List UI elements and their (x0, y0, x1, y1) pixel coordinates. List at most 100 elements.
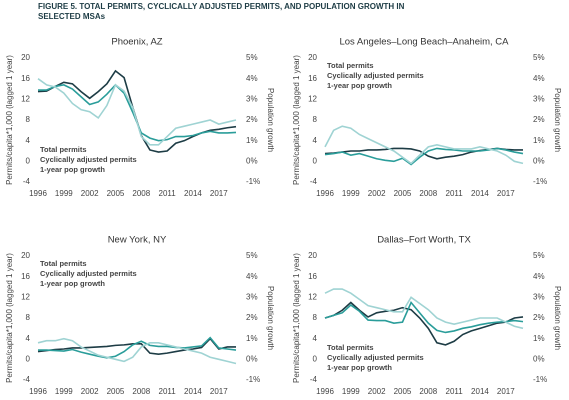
legend-entry: 1-year pop growth (327, 363, 392, 372)
y2-tick-label: -1% (246, 177, 260, 186)
y-tick-label: 12 (308, 292, 317, 301)
y2-tick-label: 1% (533, 334, 545, 343)
panel-title: Los Angeles–Long Beach–Anaheim, CA (339, 37, 509, 48)
y2-tick-label: 5% (533, 53, 545, 62)
x-tick-label: 2002 (81, 189, 99, 198)
y2-tick-label: 3% (533, 292, 545, 301)
y-tick-label: 0 (313, 156, 318, 165)
y-axis-label: Permits/capita*1,000 (lagged 1 year) (5, 55, 14, 185)
y2-tick-label: 4% (533, 272, 545, 281)
legend-entry: 1-year pop growth (327, 81, 392, 90)
x-tick-label: 2014 (184, 387, 202, 396)
x-tick-label: 2014 (471, 387, 489, 396)
series-line (324, 301, 524, 346)
y-tick-label: 16 (21, 74, 30, 83)
y2-tick-label: 2% (533, 115, 545, 124)
panel-title: Dallas–Fort Worth, TX (377, 235, 471, 246)
y2-tick-label: 4% (533, 74, 545, 83)
y2-tick-label: 1% (533, 136, 545, 145)
series-line (38, 83, 237, 142)
x-tick-label: 1996 (316, 189, 334, 198)
x-tick-label: 2014 (471, 189, 489, 198)
series-line (38, 336, 237, 359)
legend-entry: Total permits (327, 343, 374, 352)
y2-tick-label: -1% (533, 177, 547, 186)
legend-entry: Total permits (40, 259, 87, 268)
y-tick-label: -4 (23, 177, 31, 186)
x-tick-label: 2011 (446, 387, 464, 396)
y2-axis-label: Population growth (553, 88, 562, 152)
x-tick-label: 2017 (497, 387, 515, 396)
y-tick-label: 12 (21, 292, 30, 301)
y2-tick-label: 0% (246, 156, 258, 165)
figure-title: SELECTED MSAs (38, 12, 106, 21)
y-tick-label: 0 (313, 354, 318, 363)
x-tick-label: 1996 (29, 387, 47, 396)
y2-tick-label: 3% (533, 94, 545, 103)
legend-entry: Total permits (40, 145, 87, 154)
y2-tick-label: 3% (246, 94, 258, 103)
y-tick-label: 20 (308, 251, 317, 260)
y-tick-label: 16 (308, 74, 317, 83)
y-axis-label: Permits/capita*1,000 (lagged 1 year) (292, 253, 301, 383)
y-tick-label: 8 (26, 313, 31, 322)
x-tick-label: 2017 (497, 189, 515, 198)
x-tick-label: 2017 (210, 189, 228, 198)
y-tick-label: 0 (26, 354, 31, 363)
y2-tick-label: 2% (246, 115, 258, 124)
x-tick-label: 1999 (342, 387, 360, 396)
y2-axis-label: Population growth (553, 286, 562, 350)
y-tick-label: -4 (310, 375, 318, 384)
y-tick-label: 16 (308, 272, 317, 281)
legend-entry: 1-year pop growth (40, 165, 105, 174)
x-tick-label: 2008 (132, 189, 150, 198)
y-tick-label: 16 (21, 272, 30, 281)
x-tick-label: 2002 (81, 387, 99, 396)
legend-entry: 1-year pop growth (40, 279, 105, 288)
y-tick-label: 0 (26, 156, 31, 165)
series-line (324, 300, 524, 334)
series-line (324, 288, 524, 330)
y2-tick-label: 0% (246, 354, 258, 363)
panel-title: Phoenix, AZ (111, 37, 162, 48)
x-tick-label: 2011 (159, 387, 177, 396)
y2-tick-label: 5% (533, 251, 545, 260)
y-tick-label: 4 (313, 334, 318, 343)
x-tick-label: 2005 (394, 189, 412, 198)
y2-tick-label: 5% (246, 53, 258, 62)
y2-tick-label: 0% (533, 354, 545, 363)
x-tick-label: 2002 (368, 387, 386, 396)
y2-axis-label: Population growth (266, 286, 275, 350)
x-tick-label: 2008 (419, 189, 437, 198)
y2-tick-label: 2% (533, 313, 545, 322)
x-tick-label: 2011 (159, 189, 177, 198)
legend-entry: Total permits (327, 61, 374, 70)
panel-title: New York, NY (108, 235, 167, 246)
y2-axis-label: Population growth (266, 88, 275, 152)
series-line (324, 125, 524, 165)
x-tick-label: 2017 (210, 387, 228, 396)
x-tick-label: 1999 (55, 189, 73, 198)
x-tick-label: 2014 (184, 189, 202, 198)
y-tick-label: 8 (313, 115, 318, 124)
y2-tick-label: -1% (533, 375, 547, 384)
y-tick-label: 20 (21, 53, 30, 62)
x-tick-label: 2011 (446, 189, 464, 198)
x-tick-label: 2005 (394, 387, 412, 396)
series-line (37, 337, 237, 365)
legend-entry: Cyclically adjusted permits (40, 155, 137, 164)
y2-tick-label: 3% (246, 292, 258, 301)
y-tick-label: 8 (313, 313, 318, 322)
y2-tick-label: -1% (246, 375, 260, 384)
legend-entry: Cyclically adjusted permits (327, 71, 424, 80)
y2-tick-label: 2% (246, 313, 258, 322)
y2-tick-label: 4% (246, 74, 258, 83)
series-line (37, 78, 237, 146)
x-tick-label: 2005 (107, 189, 125, 198)
y2-tick-label: 4% (246, 272, 258, 281)
x-tick-label: 2002 (368, 189, 386, 198)
y-axis-label: Permits/capita*1,000 (lagged 1 year) (5, 253, 14, 383)
x-tick-label: 2005 (107, 387, 125, 396)
y-axis-label: Permits/capita*1,000 (lagged 1 year) (292, 55, 301, 185)
y-tick-label: 4 (26, 136, 31, 145)
